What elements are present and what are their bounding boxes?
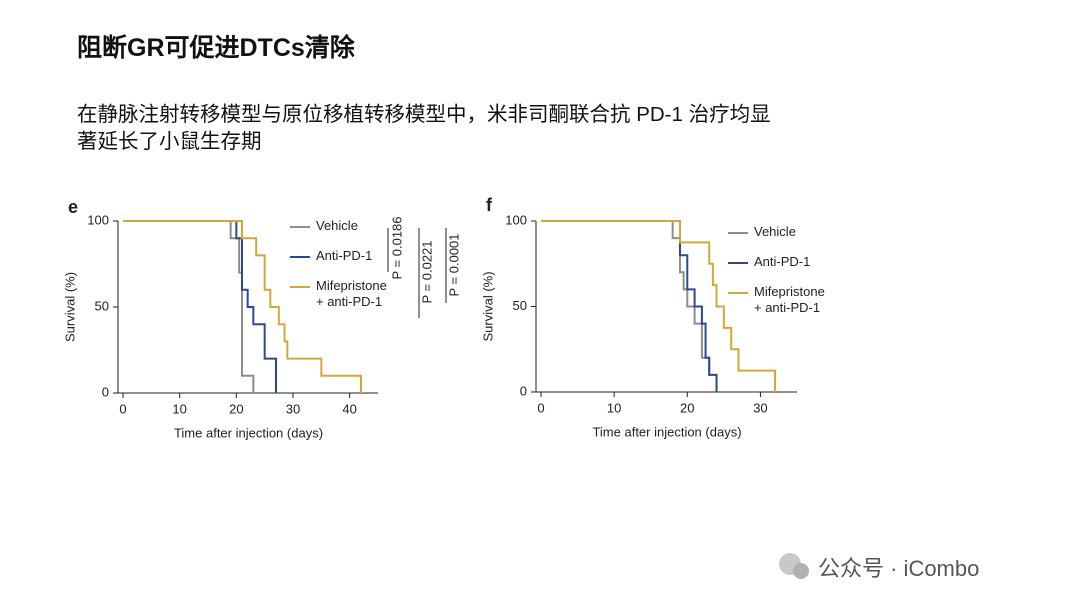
legend-swatch [728, 262, 748, 264]
survival-curve [123, 220, 362, 393]
slide-title: 阻断GR可促进DTCs清除 [77, 34, 355, 62]
legend-item: Mifepristone + anti-PD-1 [290, 278, 387, 310]
x-axis-title: Time after injection (days) [592, 424, 741, 439]
x-tick-label: 40 [342, 401, 356, 416]
legend-label: Anti-PD-1 [754, 254, 811, 269]
x-tick-label: 30 [286, 401, 300, 416]
x-tick-label: 0 [537, 400, 544, 415]
y-tick-label: 50 [513, 298, 527, 313]
y-tick-label: 100 [505, 212, 527, 227]
slide-subtitle: 在静脉注射转移模型与原位移植转移模型中，米非司酮联合抗 PD-1 治疗均显著延长… [77, 103, 771, 153]
legend-item: Vehicle [728, 224, 825, 240]
x-tick-label: 10 [607, 400, 621, 415]
survival-curve [123, 220, 277, 393]
legend-swatch [728, 232, 748, 234]
p-value: P = 0.0186 [389, 216, 404, 279]
p-value: P = 0.0001 [446, 233, 461, 296]
y-tick-label: 0 [520, 383, 527, 398]
y-tick-label: 0 [102, 384, 109, 399]
y-axis-title: Survival (%) [480, 271, 495, 341]
legend-item: Mifepristone + anti-PD-1 [728, 284, 825, 316]
survival-curve [541, 220, 718, 392]
legend-label: Vehicle [316, 218, 358, 233]
y-tick-label: 100 [87, 212, 109, 227]
legend-swatch [290, 256, 310, 258]
legend-item: Anti-PD-1 [290, 248, 387, 264]
survival-curve [123, 220, 255, 393]
watermark: 公众号 · iCombo [818, 556, 980, 581]
legend-swatch [290, 226, 310, 228]
legend-label: Anti-PD-1 [316, 248, 373, 263]
y-axis-title: Survival (%) [62, 272, 77, 342]
legend-item: Anti-PD-1 [728, 254, 825, 270]
legend: Vehicle Anti-PD-1 Mifepristone + anti-PD-1 [728, 224, 825, 330]
x-tick-label: 20 [229, 401, 243, 416]
legend: Vehicle Anti-PD-1 Mifepristone + anti-PD-1 [290, 218, 387, 324]
panel-label: e [68, 197, 78, 217]
legend-swatch [290, 286, 310, 288]
legend-item: Vehicle [290, 218, 387, 234]
watermark-icon [793, 563, 809, 579]
legend-label: Mifepristone + anti-PD-1 [754, 284, 825, 315]
x-tick-label: 20 [680, 400, 694, 415]
legend-label: Mifepristone + anti-PD-1 [316, 278, 387, 309]
p-value: P = 0.0221 [419, 240, 434, 303]
panel-label: f [486, 195, 493, 215]
x-tick-label: 0 [119, 401, 126, 416]
x-axis-title: Time after injection (days) [174, 425, 323, 440]
x-tick-label: 10 [172, 401, 186, 416]
survival-curve [541, 220, 718, 392]
y-tick-label: 50 [95, 298, 109, 313]
legend-label: Vehicle [754, 224, 796, 239]
survival-curve [541, 220, 777, 392]
legend-swatch [728, 292, 748, 294]
x-tick-label: 30 [753, 400, 767, 415]
